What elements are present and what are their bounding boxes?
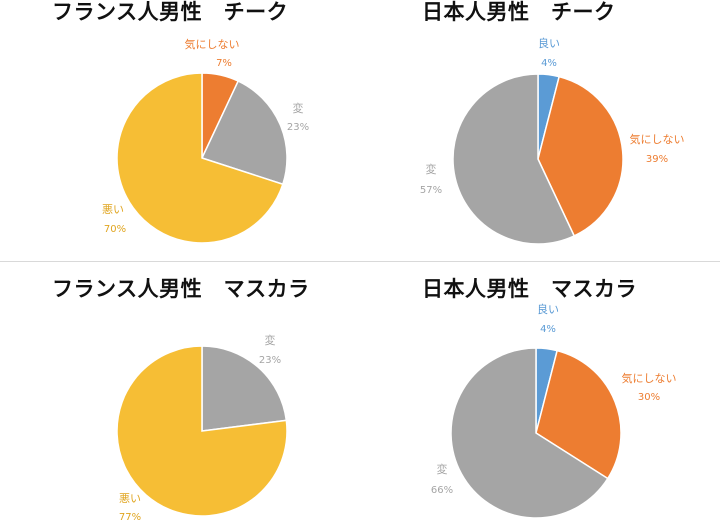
divider [0, 261, 720, 262]
pie-slice [535, 349, 622, 480]
slice-percentage: 7% [216, 58, 232, 69]
slice-percentage: 57% [420, 185, 442, 196]
slice-label: 悪い [119, 492, 141, 505]
pie-slice [537, 75, 624, 237]
slice-percentage: 66% [431, 485, 453, 496]
slice-percentage: 30% [638, 392, 660, 403]
slice-percentage: 4% [540, 324, 556, 335]
pie-chart: 良い 4% 気にしない 30% 変 66% [431, 302, 677, 519]
slice-percentage: 70% [104, 224, 126, 235]
chart-title: フランス人男性 チーク [52, 0, 289, 24]
chart-panel-france-cheek: フランス人男性 チーク 気にしない 7% 変 23% 悪い 70% [0, 0, 360, 262]
pie-chart: 気にしない 7% 変 23% 悪い 70% [102, 37, 309, 244]
slice-label: 変 [293, 101, 304, 115]
slice-label: 気にしない [622, 371, 677, 385]
chart-title: 日本人男性 チーク [422, 0, 616, 24]
chart-title: フランス人男性 マスカラ [52, 277, 310, 301]
slice-label: 気にしない [630, 132, 685, 146]
pie-chart: 変 23% 悪い 77% [116, 333, 288, 523]
pie-slice [452, 73, 576, 245]
pie-slice [200, 80, 288, 186]
slice-percentage: 23% [287, 122, 309, 133]
slice-percentage: 77% [119, 512, 141, 523]
slice-percentage: 39% [646, 154, 668, 165]
chart-title: 日本人男性 マスカラ [422, 277, 637, 301]
slice-label: 良い [538, 36, 560, 50]
pie-slice [450, 347, 609, 519]
slice-percentage: 23% [259, 355, 281, 366]
chart-panel-france-mascara: フランス人男性 マスカラ 変 23% 悪い 77% [0, 263, 360, 525]
pie-slice [116, 345, 288, 517]
slice-label: 良い [537, 302, 559, 316]
slice-label: 変 [265, 333, 276, 347]
slice-percentage: 4% [541, 58, 557, 69]
pie-slice [116, 72, 284, 244]
slice-label: 気にしない [185, 37, 240, 51]
chart-panel-japan-cheek: 日本人男性 チーク 良い 4% 気にしない 39% 変 57% [360, 0, 720, 262]
slice-label: 変 [426, 162, 437, 176]
pie-slice [201, 345, 288, 432]
slice-label: 変 [437, 462, 448, 476]
chart-panel-japan-mascara: 日本人男性 マスカラ 良い 4% 気にしない 30% 変 66% [360, 263, 720, 525]
slice-label: 悪い [102, 203, 124, 216]
pie-chart: 良い 4% 気にしない 39% 変 57% [420, 36, 685, 245]
